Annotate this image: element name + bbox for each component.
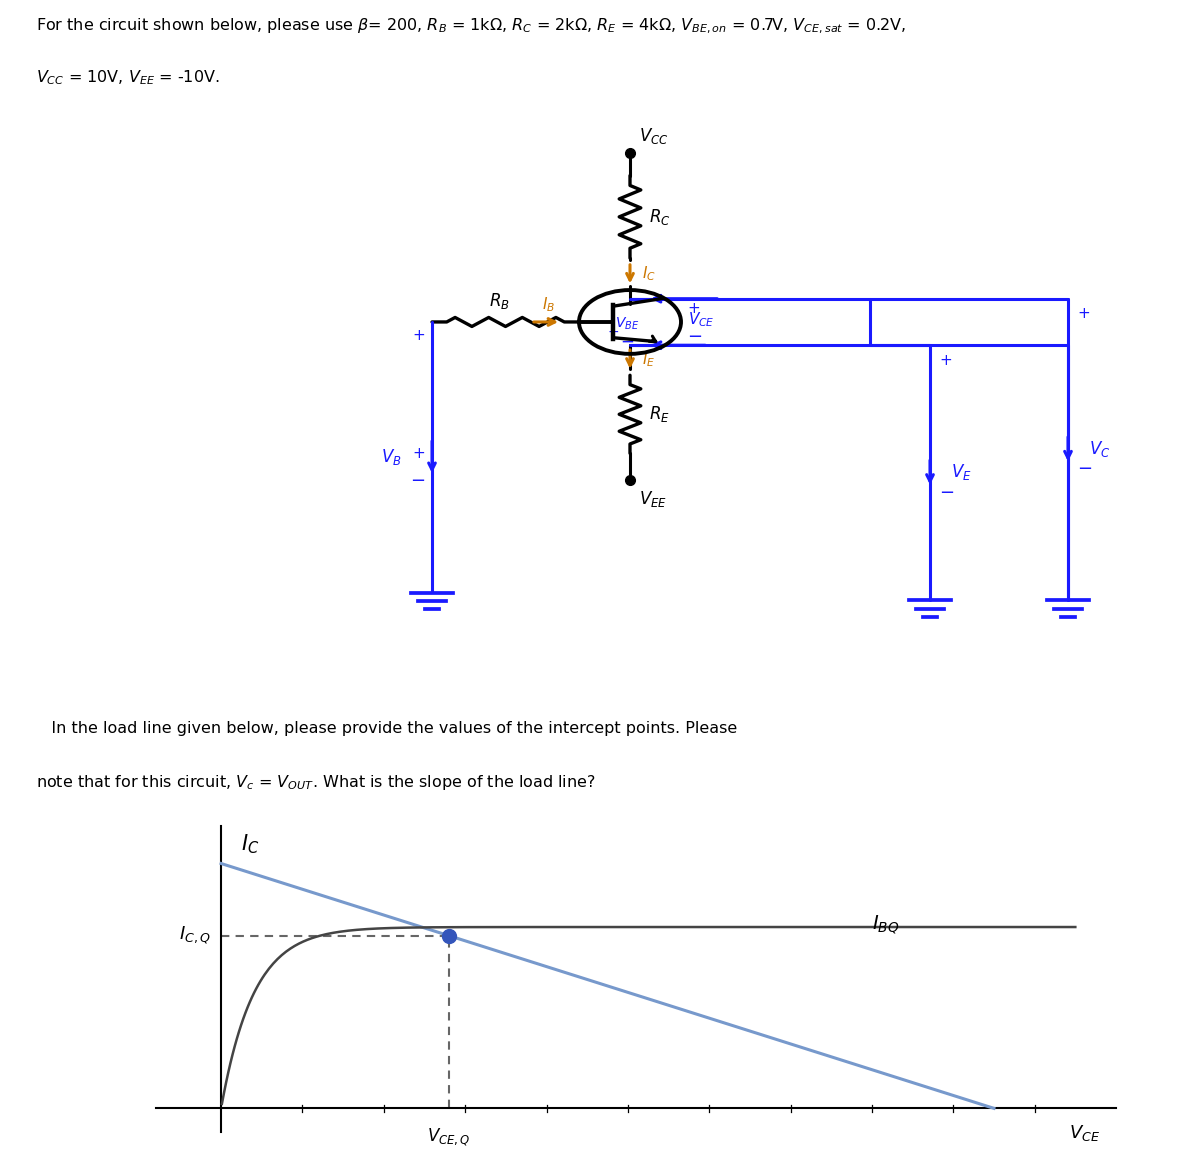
Text: $V_C$: $V_C$ [1090, 439, 1110, 460]
Text: $V_{CC}$: $V_{CC}$ [640, 126, 668, 146]
Text: $V_{CE,Q}$: $V_{CE,Q}$ [427, 1126, 470, 1148]
Text: +: + [412, 328, 425, 343]
Text: $R_C$: $R_C$ [649, 207, 671, 226]
Text: $I_B$: $I_B$ [542, 295, 554, 314]
Text: +: + [940, 352, 952, 367]
Text: $I_E$: $I_E$ [642, 350, 655, 368]
Text: −: − [1078, 461, 1092, 478]
Text: +: + [1078, 306, 1090, 321]
Text: $I_{BQ}$: $I_{BQ}$ [872, 915, 899, 937]
Text: −: − [940, 484, 954, 501]
Text: $V_{CC}$ = 10V, $V_{EE}$ = -10V.: $V_{CC}$ = 10V, $V_{EE}$ = -10V. [36, 68, 220, 87]
Text: $V_{CE}$: $V_{CE}$ [689, 311, 715, 329]
Text: $V_E$: $V_E$ [952, 462, 972, 483]
Text: For the circuit shown below, please use $\beta$= 200, $R_B$ = 1k$\Omega$, $R_C$ : For the circuit shown below, please use … [36, 16, 906, 36]
Text: +: + [607, 326, 619, 340]
Text: In the load line given below, please provide the values of the intercept points.: In the load line given below, please pro… [36, 721, 737, 736]
Text: note that for this circuit, $V_c$ = $V_{OUT}$. What is the slope of the load lin: note that for this circuit, $V_c$ = $V_{… [36, 773, 595, 792]
Text: $I_C$: $I_C$ [642, 264, 656, 283]
Text: −: − [686, 328, 702, 346]
Text: +: + [412, 446, 425, 461]
Text: $V_{EE}$: $V_{EE}$ [640, 489, 667, 509]
Text: −: − [409, 472, 425, 490]
Text: +: + [686, 301, 700, 316]
Text: $V_{BE}$: $V_{BE}$ [614, 315, 640, 331]
Text: $R_B$: $R_B$ [490, 291, 510, 312]
Text: $I_{C,Q}$: $I_{C,Q}$ [179, 925, 211, 946]
Text: $I_C$: $I_C$ [241, 833, 259, 857]
Text: $V_{CE}$: $V_{CE}$ [1069, 1124, 1099, 1143]
Text: $V_B$: $V_B$ [382, 447, 402, 467]
Text: −: − [620, 333, 634, 350]
Text: $R_E$: $R_E$ [649, 404, 670, 424]
